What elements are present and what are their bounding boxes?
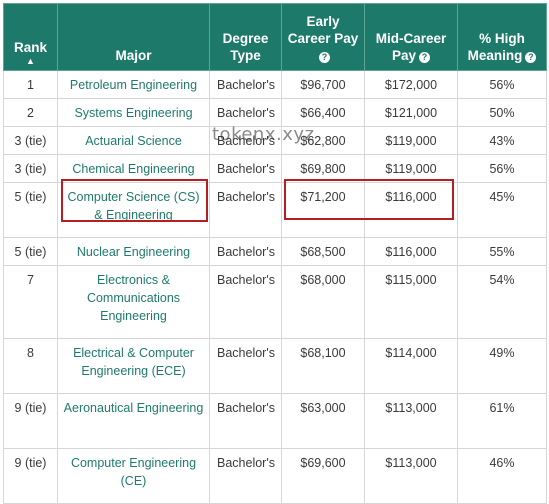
meaning-cell: 46%: [457, 448, 547, 504]
major-cell: Computer Science (CS) & Engineering: [57, 182, 210, 238]
table-row: 2 Systems Engineering Bachelor's $66,400…: [3, 98, 547, 127]
column-header-meaning-label: % High Meaning: [467, 31, 525, 63]
column-header-major-label: Major: [115, 48, 152, 63]
degree-type-cell: Bachelor's: [209, 338, 282, 394]
table-row: 8 Electrical & Computer Engineering (ECE…: [3, 338, 547, 394]
early-pay-cell: $96,700: [281, 70, 365, 99]
mid-pay-cell: $172,000: [364, 70, 458, 99]
mid-pay-cell: $119,000: [364, 154, 458, 183]
degree-type-cell: Bachelor's: [209, 98, 282, 127]
major-cell: Chemical Engineering: [57, 154, 210, 183]
early-pay-cell: $66,400: [281, 98, 365, 127]
mid-pay-cell: $113,000: [364, 393, 458, 449]
mid-pay-cell: $114,000: [364, 338, 458, 394]
meaning-cell: 50%: [457, 98, 547, 127]
column-header-early-pay-label: Early Career Pay: [287, 14, 359, 46]
table-row: 5 (tie) Nuclear Engineering Bachelor's $…: [3, 237, 547, 266]
mid-pay-cell: $119,000: [364, 126, 458, 155]
major-cell: Computer Engineering (CE): [57, 448, 210, 504]
degree-type-cell: Bachelor's: [209, 182, 282, 238]
rank-cell: 2: [3, 98, 58, 127]
mid-pay-cell: $115,000: [364, 265, 458, 339]
meaning-cell: 45%: [457, 182, 547, 238]
column-header-mid-pay-label: Mid-Career Pay: [375, 31, 447, 63]
column-header-meaning[interactable]: % High Meaning?: [457, 3, 547, 71]
table-row: 5 (tie) Computer Science (CS) & Engineer…: [3, 182, 547, 238]
meaning-cell: 43%: [457, 126, 547, 155]
degree-type-cell: Bachelor's: [209, 70, 282, 99]
early-pay-cell: $69,600: [281, 448, 365, 504]
column-header-rank-label: Rank: [13, 40, 47, 55]
degree-type-cell: Bachelor's: [209, 265, 282, 339]
column-header-mid-pay[interactable]: Mid-Career Pay?: [364, 3, 458, 71]
major-cell: Electrical & Computer Engineering (ECE): [57, 338, 210, 394]
early-pay-cell: $63,000: [281, 393, 365, 449]
column-header-major[interactable]: Major: [57, 3, 210, 71]
major-cell: Actuarial Science: [57, 126, 210, 155]
column-header-rank[interactable]: Rank ▲: [3, 3, 58, 71]
early-pay-cell: $68,100: [281, 338, 365, 394]
rank-cell: 1: [3, 70, 58, 99]
table-row: 9 (tie) Computer Engineering (CE) Bachel…: [3, 448, 547, 504]
meaning-cell: 49%: [457, 338, 547, 394]
early-pay-cell: $68,500: [281, 237, 365, 266]
major-cell: Electronics & Communications Engineering: [57, 265, 210, 339]
column-header-degree-type-label: Degree Type: [222, 31, 269, 63]
info-icon[interactable]: ?: [319, 52, 330, 63]
table-row: 9 (tie) Aeronautical Engineering Bachelo…: [3, 393, 547, 449]
rank-cell: 3 (tie): [3, 154, 58, 183]
meaning-cell: 56%: [457, 154, 547, 183]
major-cell: Nuclear Engineering: [57, 237, 210, 266]
rank-cell: 8: [3, 338, 58, 394]
early-pay-cell: $62,800: [281, 126, 365, 155]
early-pay-cell: $69,800: [281, 154, 365, 183]
column-header-degree-type[interactable]: Degree Type: [209, 3, 282, 71]
mid-pay-cell: $121,000: [364, 98, 458, 127]
table-row: 1 Petroleum Engineering Bachelor's $96,7…: [3, 70, 547, 99]
meaning-cell: 55%: [457, 237, 547, 266]
degree-type-cell: Bachelor's: [209, 237, 282, 266]
rank-cell: 5 (tie): [3, 237, 58, 266]
major-cell: Systems Engineering: [57, 98, 210, 127]
mid-pay-cell: $116,000: [364, 237, 458, 266]
rank-cell: 5 (tie): [3, 182, 58, 238]
info-icon[interactable]: ?: [419, 52, 431, 63]
meaning-cell: 54%: [457, 265, 547, 339]
degree-type-cell: Bachelor's: [209, 393, 282, 449]
info-icon[interactable]: ?: [525, 52, 537, 63]
major-cell: Aeronautical Engineering: [57, 393, 210, 449]
rank-cell: 3 (tie): [3, 126, 58, 155]
early-pay-cell: $71,200: [281, 182, 365, 238]
rank-cell: 9 (tie): [3, 448, 58, 504]
sort-ascending-icon[interactable]: ▲: [26, 56, 35, 66]
table-row: 3 (tie) Actuarial Science Bachelor's $62…: [3, 126, 547, 155]
mid-pay-cell: $113,000: [364, 448, 458, 504]
watermark-text: tokenx.xyz: [212, 124, 315, 145]
header-row: Rank ▲ Major Degree Type Early Career Pa…: [3, 3, 547, 71]
meaning-cell: 61%: [457, 393, 547, 449]
rank-cell: 7: [3, 265, 58, 339]
early-pay-cell: $68,000: [281, 265, 365, 339]
degree-type-cell: Bachelor's: [209, 154, 282, 183]
degree-type-cell: Bachelor's: [209, 448, 282, 504]
table-row: 3 (tie) Chemical Engineering Bachelor's …: [3, 154, 547, 183]
rank-cell: 9 (tie): [3, 393, 58, 449]
salary-ranking-table: Rank ▲ Major Degree Type Early Career Pa…: [3, 3, 547, 504]
meaning-cell: 56%: [457, 70, 547, 99]
mid-pay-cell: $116,000: [364, 182, 458, 238]
column-header-early-pay[interactable]: Early Career Pay?: [281, 3, 365, 71]
major-cell: Petroleum Engineering: [57, 70, 210, 99]
table-row: 7 Electronics & Communications Engineeri…: [3, 265, 547, 339]
